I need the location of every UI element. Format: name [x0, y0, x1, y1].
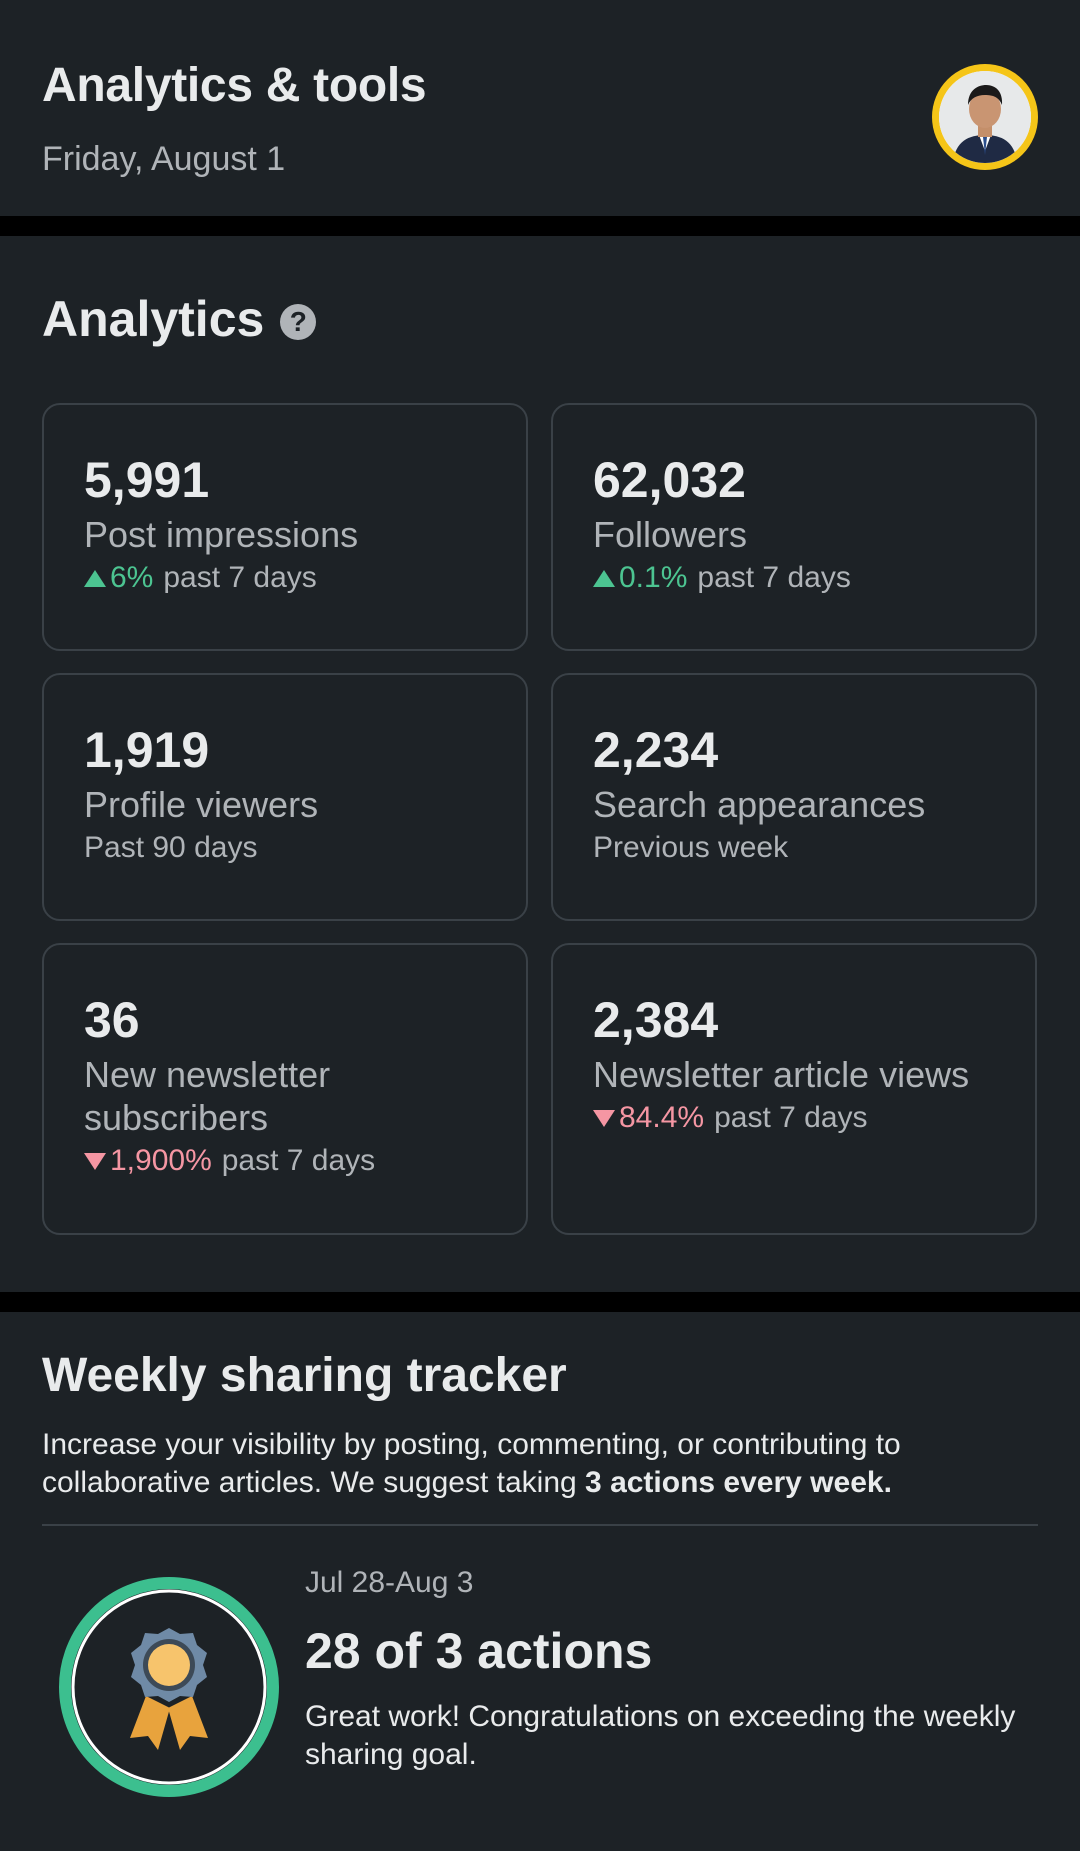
arrow-up-icon — [593, 569, 615, 587]
trend-change: 0.1% — [619, 561, 688, 594]
arrow-down-icon — [593, 1109, 615, 1127]
card-newsletter-article-views[interactable]: 2,384 Newsletter article views 84.4% pas… — [551, 943, 1037, 1235]
card-value: 5,991 — [84, 452, 210, 508]
divider — [42, 1524, 1038, 1526]
card-post-impressions[interactable]: 5,991 Post impressions 6% past 7 days — [42, 403, 528, 651]
card-label: Newsletter article views — [593, 1054, 970, 1095]
card-label: Followers — [593, 514, 748, 555]
card-label: Search appearances — [593, 784, 926, 825]
card-search-appearances[interactable]: 2,234 Search appearances Previous week — [551, 673, 1037, 921]
question-circle-icon[interactable]: ? — [280, 304, 317, 340]
card-label: New newsletter subscribers — [84, 1054, 331, 1138]
trend-period: past 7 days — [163, 561, 317, 594]
page-header: Analytics & tools Friday, August 1 — [0, 0, 1080, 216]
card-trend: 84.4% past 7 days — [593, 1098, 995, 1138]
card-period: Previous week — [593, 831, 789, 864]
tracker-message: Great work! Congratulations on exceeding… — [305, 1700, 1016, 1771]
card-newsletter-subscribers[interactable]: 36 New newsletter subscribers 1,900% pas… — [42, 943, 528, 1235]
card-value: 2,234 — [593, 722, 719, 778]
card-followers[interactable]: 62,032 Followers 0.1% past 7 days — [551, 403, 1037, 651]
card-value: 2,384 — [593, 992, 719, 1048]
award-ribbon-icon — [58, 1576, 280, 1798]
analytics-title: Analytics — [42, 291, 265, 347]
card-value: 36 — [84, 992, 140, 1048]
card-value: 1,919 — [84, 722, 210, 778]
analytics-heading: Analytics ? — [42, 290, 317, 348]
card-trend: 6% past 7 days — [84, 558, 486, 598]
avatar-photo-icon — [939, 71, 1031, 163]
arrow-down-icon — [84, 1152, 106, 1170]
description-emphasis: 3 actions every week. — [585, 1466, 892, 1499]
arrow-up-icon — [84, 569, 106, 587]
trend-period: past 7 days — [697, 561, 851, 594]
current-date: Friday, August 1 — [42, 140, 286, 178]
trend-period: past 7 days — [221, 1144, 376, 1177]
card-profile-viewers[interactable]: 1,919 Profile viewers Past 90 days — [42, 673, 528, 921]
trend-change: 6% — [110, 561, 154, 594]
analytics-section — [0, 236, 1080, 1292]
weekly-tracker-description: Increase your visibility by posting, com… — [42, 1426, 1042, 1502]
page-title: Analytics & tools — [42, 59, 427, 112]
tracker-action-count: 28 of 3 actions — [305, 1623, 653, 1679]
trend-change: 84.4% — [619, 1101, 705, 1134]
card-value: 62,032 — [593, 452, 746, 508]
tracker-date-range: Jul 28-Aug 3 — [305, 1566, 474, 1599]
trend-change: 1,900% — [110, 1144, 212, 1177]
card-trend: 0.1% past 7 days — [593, 558, 995, 598]
card-label: Post impressions — [84, 514, 359, 555]
description-text: Increase your visibility by posting, com… — [42, 1428, 901, 1499]
profile-avatar[interactable] — [932, 64, 1038, 170]
card-period: Past 90 days — [84, 831, 258, 864]
card-trend: 1,900% past 7 days — [84, 1141, 486, 1181]
trend-period: past 7 days — [714, 1101, 868, 1134]
weekly-tracker-title: Weekly sharing tracker — [42, 1349, 567, 1402]
card-label: Profile viewers — [84, 784, 319, 825]
